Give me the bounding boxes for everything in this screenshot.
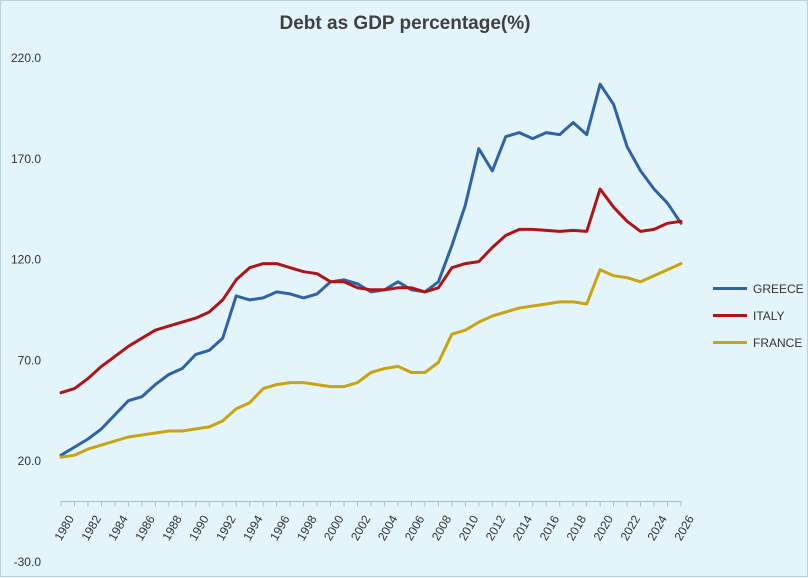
x-tick-label: 1992 bbox=[213, 513, 239, 543]
x-tick-label: 1980 bbox=[51, 513, 77, 543]
x-tick-label: 2004 bbox=[375, 513, 401, 543]
x-tick-label: 1986 bbox=[132, 513, 158, 543]
x-tick-label: 1998 bbox=[294, 513, 320, 543]
legend-item-greece: GREECE bbox=[713, 275, 804, 302]
chart-legend: GREECE ITALY FRANCE bbox=[713, 275, 804, 356]
legend-item-italy: ITALY bbox=[713, 302, 804, 329]
legend-label: GREECE bbox=[753, 281, 804, 296]
y-tick-label: 70.0 bbox=[18, 353, 42, 367]
y-tick-label: 20.0 bbox=[18, 454, 42, 468]
x-tick-label: 2014 bbox=[510, 513, 536, 543]
legend-label: FRANCE bbox=[753, 335, 803, 350]
x-tick-label: 1994 bbox=[240, 513, 266, 543]
x-tick-label: 2024 bbox=[645, 513, 671, 543]
x-tick-label: 1982 bbox=[78, 513, 104, 543]
legend-swatch bbox=[713, 314, 747, 317]
x-tick-label: 2016 bbox=[537, 513, 563, 543]
series-line-france bbox=[59, 262, 683, 459]
x-tick-label: 2008 bbox=[429, 513, 455, 543]
legend-label: ITALY bbox=[753, 308, 785, 323]
x-tick-label: 2022 bbox=[618, 513, 644, 543]
legend-item-france: FRANCE bbox=[713, 329, 804, 356]
x-tick-label: 1996 bbox=[267, 513, 293, 543]
x-tick-label: 2000 bbox=[321, 513, 347, 543]
x-tick-label: 2018 bbox=[564, 513, 590, 543]
series-line-italy bbox=[59, 187, 683, 395]
y-tick-label: 220.0 bbox=[11, 51, 41, 65]
chart-title: Debt as GDP percentage(%) bbox=[279, 13, 531, 34]
x-tick-label: 2012 bbox=[483, 513, 509, 543]
y-tick-label: -30.0 bbox=[14, 555, 42, 569]
y-tick-label: 170.0 bbox=[11, 152, 41, 166]
x-tick-label: 1984 bbox=[105, 513, 131, 543]
x-tick-label: 2020 bbox=[591, 513, 617, 543]
x-tick-label: 2026 bbox=[671, 513, 697, 543]
x-tick-label: 1990 bbox=[186, 513, 212, 543]
x-tick-label: 2010 bbox=[456, 513, 482, 543]
legend-swatch bbox=[713, 287, 747, 290]
y-tick-label: 120.0 bbox=[11, 253, 41, 267]
x-tick-label: 2002 bbox=[348, 513, 374, 543]
series-line-greece bbox=[59, 82, 683, 457]
x-tick-label: 2006 bbox=[402, 513, 428, 543]
x-tick-label: 1988 bbox=[159, 513, 185, 543]
legend-swatch bbox=[713, 341, 747, 344]
